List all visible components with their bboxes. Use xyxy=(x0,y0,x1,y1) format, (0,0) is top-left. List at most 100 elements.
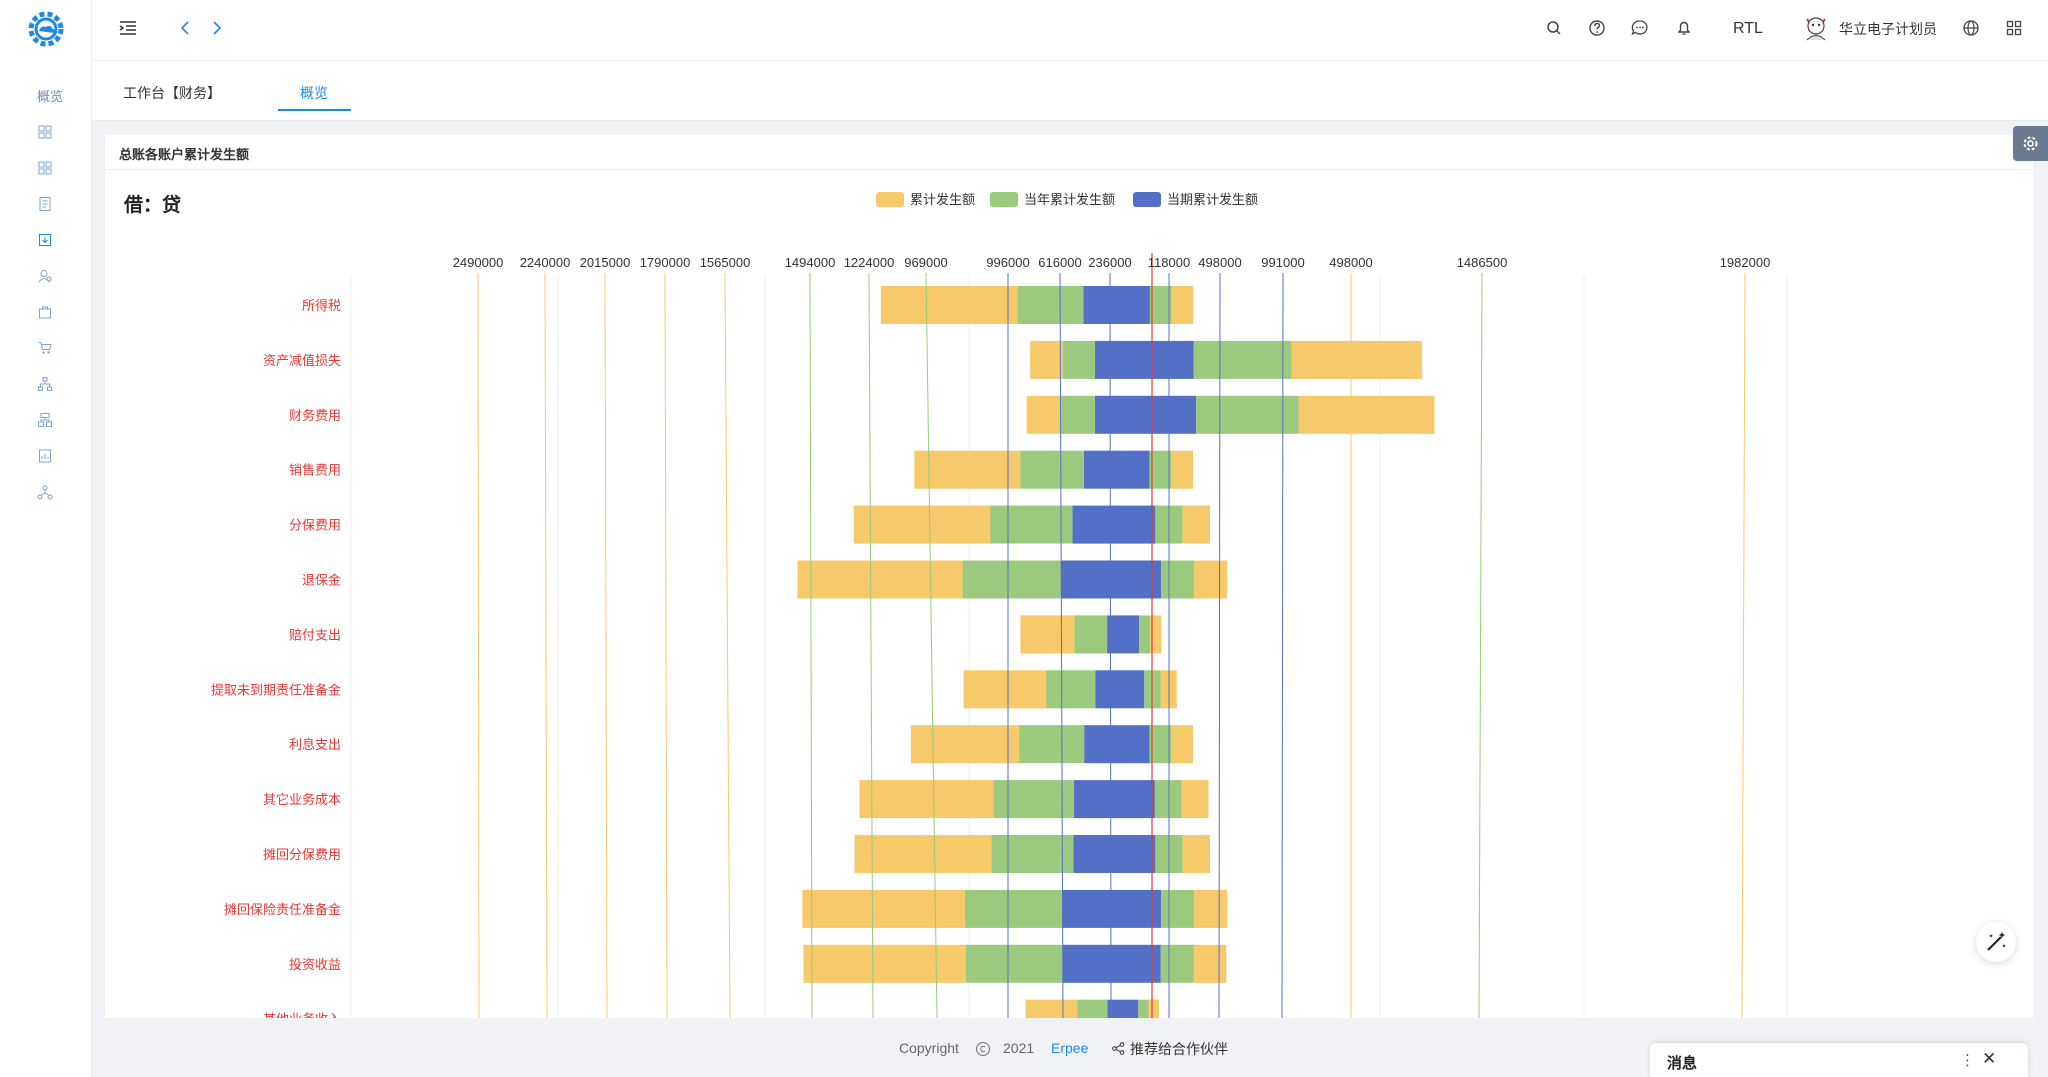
category-label: 利息支出 xyxy=(289,737,341,752)
bar-debit xyxy=(1077,999,1108,1018)
bag-icon[interactable] xyxy=(37,304,53,320)
bar-credit xyxy=(1149,450,1172,489)
bar-credit xyxy=(1150,615,1162,654)
close-icon[interactable]: ✕ xyxy=(1982,1049,1997,1068)
bar-debit xyxy=(1019,725,1085,764)
category-label: 分保费用 xyxy=(289,518,341,533)
chat-icon[interactable] xyxy=(1630,18,1650,38)
hierarchy-icon[interactable] xyxy=(37,412,53,428)
bar-debit xyxy=(859,780,994,819)
bar-debit xyxy=(1062,889,1128,928)
bar-credit xyxy=(1128,670,1145,709)
message-panel-title: 消息 xyxy=(1667,1055,1698,1072)
gear-cloud-logo-icon[interactable] xyxy=(25,8,67,50)
category-label: 赔付支出 xyxy=(289,627,341,642)
sidebar-overview-label[interactable]: 概览 xyxy=(36,89,63,104)
bar-debit xyxy=(1020,615,1075,654)
bar-credit xyxy=(1128,340,1194,379)
bar-debit xyxy=(1094,395,1128,434)
top-axis-tick-label: 996000 xyxy=(986,255,1029,270)
message-panel[interactable]: 消息 ⋮ ✕ xyxy=(1650,1043,2028,1077)
brand-link[interactable]: Erpee xyxy=(1051,1040,1089,1056)
bar-credit xyxy=(1128,286,1150,324)
bar-credit xyxy=(1128,944,1161,983)
category-label: 摊回分保费用 xyxy=(263,847,341,862)
bar-debit xyxy=(1073,780,1128,819)
bar-debit xyxy=(797,560,963,599)
bar-credit xyxy=(1194,560,1228,599)
chevron-left-icon[interactable] xyxy=(176,18,196,38)
tab-overview[interactable]: 概览 xyxy=(300,85,328,101)
card-title: 总账各账户累计发生额 xyxy=(119,147,250,162)
category-label: 摊回保险责任准备金 xyxy=(224,902,341,917)
rtl-toggle[interactable]: RTL xyxy=(1733,20,1763,37)
grid-icon[interactable] xyxy=(37,160,53,176)
recommend-partner-link[interactable]: 推荐给合作伙伴 xyxy=(1130,1041,1228,1057)
top-axis-tick-label: 991000 xyxy=(1261,255,1304,270)
bar-credit xyxy=(1298,395,1435,434)
share-icon[interactable] xyxy=(1112,1042,1125,1055)
org-chart-icon[interactable] xyxy=(37,376,53,392)
bar-credit xyxy=(1148,999,1159,1018)
bell-icon[interactable] xyxy=(1674,18,1694,38)
bar-credit xyxy=(1182,835,1211,873)
bar-debit xyxy=(1060,395,1095,434)
bar-debit xyxy=(910,725,1020,764)
magic-wand-button[interactable] xyxy=(1976,922,2016,962)
bar-credit xyxy=(1128,450,1150,489)
tick-leader-line xyxy=(1478,272,1483,1018)
tick-leader-line xyxy=(1741,272,1746,1018)
bar-debit xyxy=(1083,450,1128,489)
cart-icon[interactable] xyxy=(37,340,53,356)
bar-debit xyxy=(1025,999,1078,1018)
chevron-right-icon[interactable] xyxy=(206,18,226,38)
magic-wand-icon xyxy=(1987,932,2006,951)
document-icon[interactable] xyxy=(37,196,53,212)
legend-swatch xyxy=(876,192,904,207)
tick-leader-line xyxy=(1059,272,1064,1018)
bar-credit xyxy=(1128,395,1197,434)
grid-icon[interactable] xyxy=(37,124,53,140)
bar-debit xyxy=(1107,615,1128,654)
avatar[interactable] xyxy=(1803,15,1829,41)
category-label: 投资收益 xyxy=(289,957,341,972)
bar-credit xyxy=(1128,615,1140,654)
bar-credit xyxy=(1196,395,1299,434)
top-axis-tick-label: 616000 xyxy=(1038,255,1081,270)
bar-debit xyxy=(853,505,991,544)
bar-credit xyxy=(1161,560,1195,599)
bar-credit xyxy=(1194,889,1228,928)
report-icon[interactable] xyxy=(37,448,53,464)
user-search-icon[interactable] xyxy=(37,268,53,284)
tick-leader-line xyxy=(477,272,480,1018)
help-icon[interactable] xyxy=(1587,18,1607,38)
bar-credit xyxy=(1128,725,1150,764)
search-icon[interactable] xyxy=(1544,18,1564,38)
settings-drawer-button[interactable] xyxy=(2013,126,2048,161)
apps-grid-icon[interactable] xyxy=(2004,18,2024,38)
top-axis-tick-label: 1224000 xyxy=(844,255,895,270)
globe-icon[interactable] xyxy=(1961,18,1981,38)
bar-credit xyxy=(1139,615,1151,654)
bar-debit xyxy=(880,286,1018,324)
tab-workbench-finance[interactable]: 工作台【财务】 xyxy=(123,85,221,101)
bar-debit xyxy=(1026,395,1061,434)
bar-debit xyxy=(1017,286,1084,324)
bar-credit xyxy=(1154,780,1182,819)
network-icon[interactable] xyxy=(37,484,53,500)
bar-debit xyxy=(803,944,966,983)
legend-label: 累计发生额 xyxy=(910,192,975,207)
category-label: 资产减值损失 xyxy=(263,353,341,368)
bar-credit xyxy=(1291,340,1423,379)
bar-debit xyxy=(1072,505,1128,544)
bar-credit xyxy=(1160,944,1194,983)
user-name[interactable]: 华立电子计划员 xyxy=(1839,21,1937,37)
menu-toggle-icon[interactable] xyxy=(118,18,138,38)
download-box-icon[interactable] xyxy=(37,232,53,248)
bar-debit xyxy=(1062,944,1128,983)
top-axis-tick-label: 969000 xyxy=(904,255,947,270)
bar-debit xyxy=(1030,340,1063,379)
more-options-icon[interactable]: ⋮ xyxy=(1960,1052,1975,1069)
bar-debit xyxy=(914,450,1021,489)
tick-leader-line xyxy=(604,272,608,1018)
